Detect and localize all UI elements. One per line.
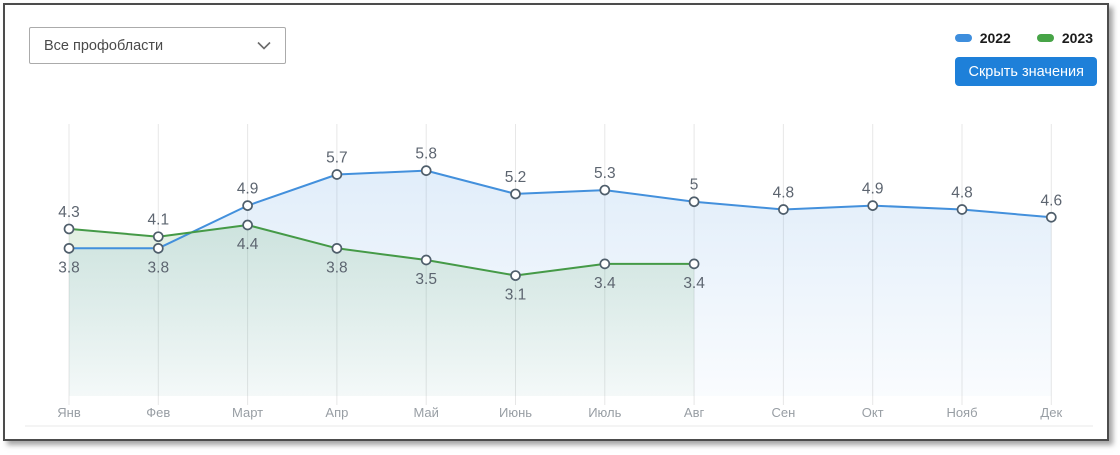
value-label-2022: 4.6 [1041,192,1063,209]
value-label-2023: 3.4 [683,275,705,292]
data-point-2023[interactable] [242,219,253,231]
data-point-2022[interactable] [510,188,521,200]
value-label-2022: 4.9 [237,181,259,198]
data-point-2022[interactable] [242,200,253,211]
area-2023 [69,225,695,396]
value-label-2022: 4.8 [773,184,795,201]
month-label: Май [413,405,438,420]
value-label-2022: 5.8 [415,146,437,163]
data-point-2022[interactable] [778,204,789,215]
month-label: Авг [684,405,705,420]
data-point-2022[interactable] [1045,211,1057,223]
value-label-2023: 4.1 [148,212,170,229]
profession-filter-value: Все профобласти [44,37,164,54]
data-point-2022[interactable] [599,184,611,196]
month-label: Окт [862,405,884,420]
month-label: Нояб [946,405,977,420]
data-point-2023[interactable] [510,270,521,281]
month-label: Июль [588,405,621,420]
data-point-2023[interactable] [152,231,164,243]
value-label-2023: 4.3 [58,204,80,221]
legend-item-2022[interactable]: 2022 [954,30,1011,46]
hide-values-button[interactable]: Скрыть значения [955,57,1097,86]
legend-swatch-2022-icon [954,34,972,42]
profession-filter-dropdown[interactable]: Все профобласти [29,27,286,64]
month-label: Июнь [499,405,532,420]
value-label-2022: 5.7 [326,150,348,167]
chevron-down-icon [257,41,271,50]
data-point-2023[interactable] [599,258,611,270]
value-label-2023: 3.4 [594,275,616,292]
value-label-2022: 5 [690,177,699,194]
month-label: Сен [771,405,795,420]
data-point-2023[interactable] [331,242,343,254]
value-label-2022: 3.8 [58,259,80,276]
data-point-2023[interactable] [63,223,75,235]
data-point-2022[interactable] [956,204,968,215]
data-point-2022[interactable] [63,242,75,254]
line-2023 [68,224,695,277]
month-label: Март [232,405,263,420]
app-window: 3.8 3.8 4.9 5.7 5.8 5.2 5.3 5 4.8 4.9 4.8 4.6 4.3 4.1… [3,3,1109,441]
legend-label-2023: 2023 [1061,30,1093,46]
data-point-2022[interactable] [688,196,700,208]
month-label: Фев [146,405,170,420]
data-point-2022[interactable] [420,165,432,176]
value-label-2023: 4.4 [237,236,259,253]
data-point-2023[interactable] [420,254,432,266]
value-label-2022: 5.2 [505,169,527,186]
month-label: Янв [57,405,81,420]
data-point-2022[interactable] [867,200,879,211]
value-label-2023: 3.1 [505,287,527,304]
value-label-2022: 4.8 [951,184,973,201]
value-label-2023: 3.8 [326,259,348,276]
data-point-2023[interactable] [688,258,700,270]
value-label-2022: 3.8 [148,259,170,276]
chart-legend: 2022 2023 [954,30,1093,46]
legend-swatch-2023-icon [1036,34,1054,42]
value-label-2022: 5.3 [594,165,616,182]
month-label: Апр [325,405,348,420]
month-label: Дек [1040,405,1062,420]
value-label-2022: 4.9 [862,181,884,198]
data-point-2022[interactable] [331,169,343,180]
legend-label-2022: 2022 [979,30,1011,46]
legend-item-2023[interactable]: 2023 [1036,30,1093,46]
data-point-2022[interactable] [152,242,164,254]
line-chart: 3.8 3.8 4.9 5.7 5.8 5.2 5.3 5 4.8 4.9 4.8 4.6 4.3 4.1… [25,124,1093,427]
line-2022 [69,169,1052,250]
value-label-2023: 3.5 [415,271,437,288]
